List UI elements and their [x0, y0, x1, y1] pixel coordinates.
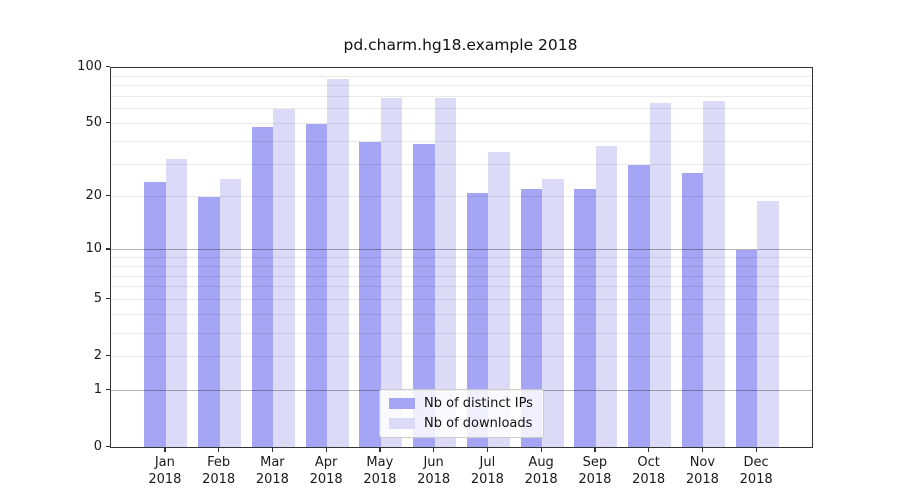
x-tick-mark [218, 447, 220, 452]
x-tick-label-jul: Jul 2018 [470, 455, 504, 487]
y-tick-label-2: 2 [93, 348, 102, 364]
bar-downloads-jul [488, 152, 510, 447]
x-tick-mark [271, 447, 274, 452]
bar-distinct-ips-nov [681, 173, 704, 447]
x-tick-mark [701, 447, 704, 452]
bar-distinct-ips-feb [198, 196, 220, 447]
legend-label-distinct-ips: Nb of distinct IPs [424, 396, 533, 411]
bar-distinct-ips-dec [735, 249, 758, 447]
x-tick-mark [486, 447, 489, 452]
x-tick-label-dec: Dec 2018 [739, 455, 773, 487]
x-tick-mark [433, 447, 435, 452]
x-tick-label-feb: Feb 2018 [202, 455, 236, 487]
y-tick-mark [105, 248, 110, 250]
x-tick-mark [540, 447, 542, 452]
x-tick-label-jan: Jan 2018 [148, 455, 182, 487]
chart-title: pd.charm.hg18.example 2018 [343, 36, 578, 54]
legend-item-distinct-ips: Nb of distinct IPs [389, 396, 533, 411]
bar-distinct-ips-jul [466, 192, 489, 447]
bar-downloads-feb [219, 179, 242, 447]
bar-distinct-ips-may [359, 141, 381, 447]
legend-label-downloads: Nb of downloads [424, 416, 533, 431]
bar-downloads-apr [327, 78, 349, 447]
x-tick-mark [648, 447, 650, 452]
bar-downloads-may [380, 97, 403, 447]
y-tick-label-20: 20 [85, 188, 102, 204]
x-tick-label-jun: Jun 2018 [417, 455, 451, 487]
x-tick-label-apr: Apr 2018 [309, 455, 343, 487]
legend-item-downloads: Nb of downloads [389, 416, 533, 431]
y-tick-label-100: 100 [77, 59, 102, 74]
y-tick-mark [105, 388, 110, 390]
y-tick-label-5: 5 [93, 291, 102, 307]
bar-downloads-sep [595, 145, 618, 447]
legend: Nb of distinct IPs Nb of downloads [379, 389, 544, 438]
bar-downloads-jan [165, 159, 188, 447]
bar-downloads-oct [649, 102, 672, 447]
x-tick-mark [755, 447, 757, 452]
x-tick-label-oct: Oct 2018 [632, 455, 666, 487]
bar-downloads-dec [757, 200, 779, 447]
x-tick-mark [164, 447, 166, 452]
gridline-90 [111, 75, 812, 77]
y-tick-label-0: 0 [93, 438, 102, 454]
x-tick-label-aug: Aug 2018 [524, 455, 558, 487]
bar-downloads-nov [703, 101, 725, 447]
bar-downloads-mar [273, 108, 295, 447]
bar-distinct-ips-jun [413, 143, 435, 447]
y-tick-label-1: 1 [93, 381, 102, 397]
y-tick-label-10: 10 [85, 241, 102, 257]
bar-distinct-ips-oct [628, 164, 650, 447]
y-tick-mark [105, 355, 110, 357]
y-tick-mark [105, 122, 110, 124]
legend-swatch-downloads-icon [389, 418, 415, 429]
bar-downloads-aug [542, 179, 564, 447]
x-tick-mark [325, 447, 327, 452]
x-tick-label-may: May 2018 [363, 455, 397, 487]
legend-swatch-distinct-ips-icon [389, 398, 415, 409]
bar-distinct-ips-aug [520, 189, 543, 447]
gridline-80 [111, 85, 812, 87]
y-tick-mark [105, 195, 110, 197]
gridline-70 [111, 95, 812, 97]
y-tick-mark [105, 445, 110, 447]
y-tick-mark [105, 298, 110, 300]
y-tick-mark [105, 66, 110, 68]
bar-downloads-jun [434, 97, 457, 447]
bar-distinct-ips-apr [305, 123, 328, 447]
x-tick-mark [379, 447, 381, 452]
bar-distinct-ips-jan [144, 182, 166, 447]
x-tick-mark [594, 447, 596, 452]
bar-distinct-ips-sep [574, 189, 596, 447]
x-tick-label-mar: Mar 2018 [255, 455, 289, 487]
x-tick-label-sep: Sep 2018 [578, 455, 612, 487]
x-tick-label-nov: Nov 2018 [685, 455, 719, 487]
plot-area [110, 66, 813, 448]
bar-distinct-ips-mar [251, 126, 274, 447]
y-tick-label-50: 50 [85, 115, 102, 131]
